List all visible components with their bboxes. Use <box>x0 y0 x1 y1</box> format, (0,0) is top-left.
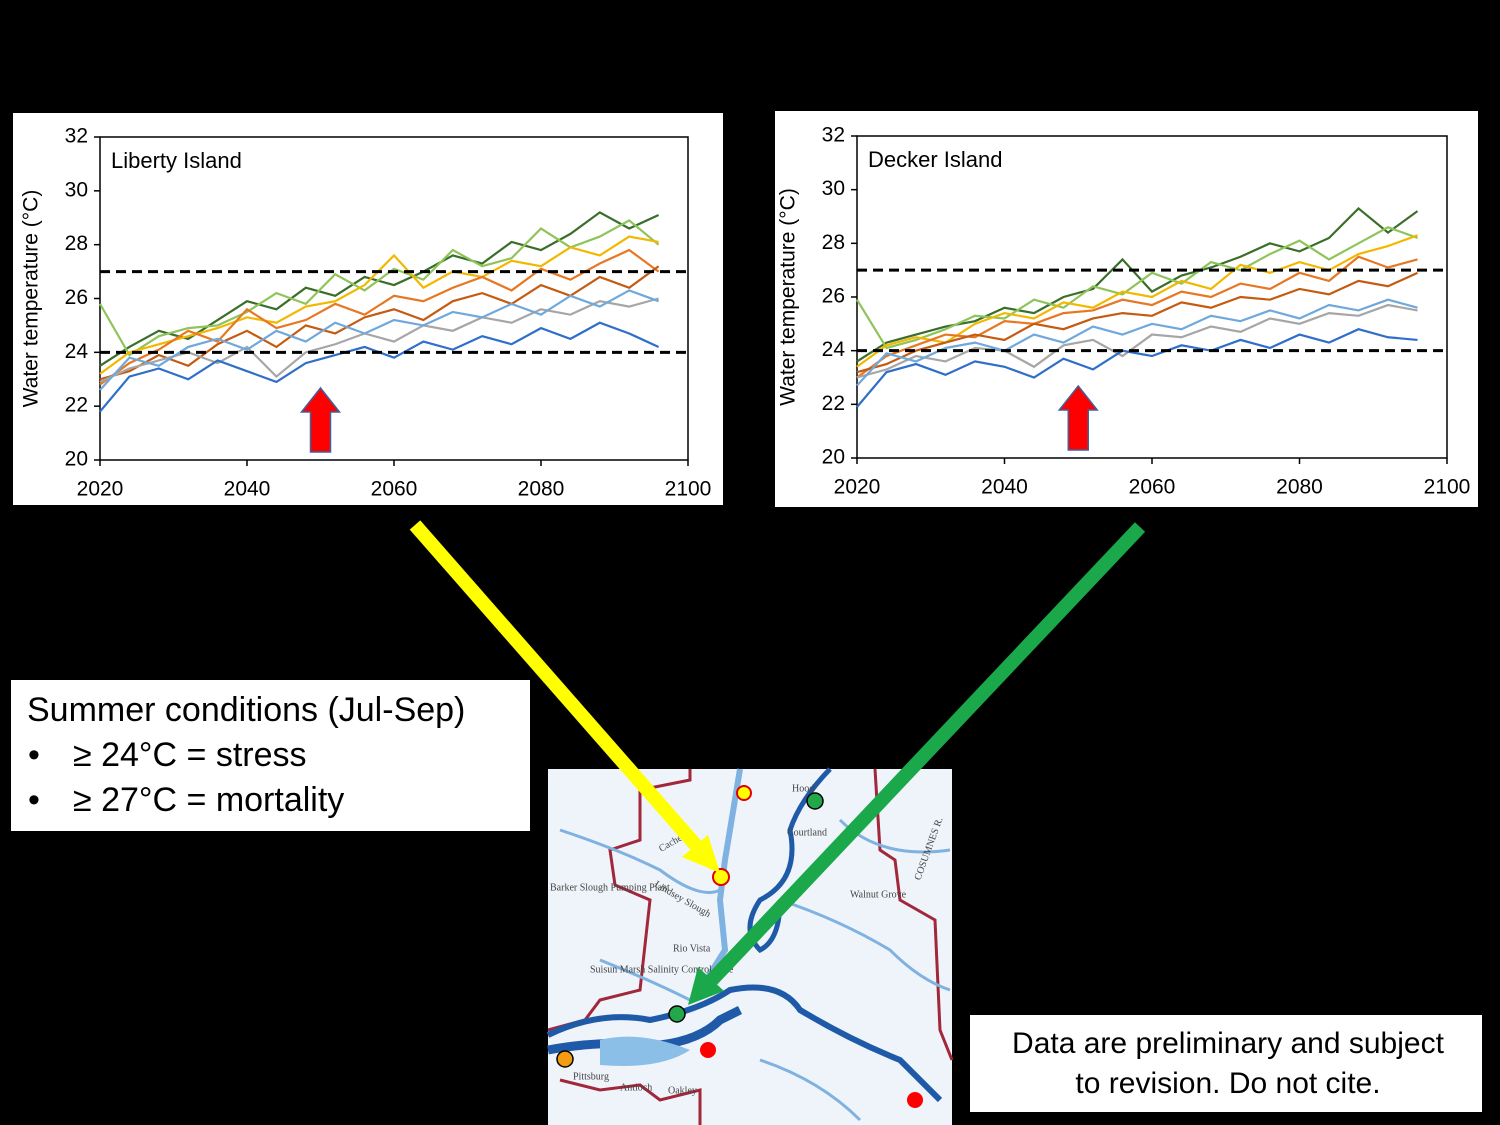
water <box>600 1036 690 1066</box>
site-marker <box>668 1005 686 1023</box>
pointer-arrow <box>704 522 1146 987</box>
x-tick-label: 2100 <box>1424 476 1471 499</box>
boundary <box>547 769 692 1032</box>
arrowhead <box>688 967 724 1005</box>
site-marker <box>907 1092 923 1108</box>
y-tick-label: 28 <box>822 231 845 254</box>
notes-box <box>11 680 530 831</box>
series-line <box>856 255 1418 379</box>
year-arrow <box>299 386 342 453</box>
x-tick-label: 2100 <box>665 478 712 501</box>
series-line <box>99 265 660 381</box>
bullet-dot: • <box>28 736 40 774</box>
site-marker <box>806 792 824 810</box>
map-label: Oakley <box>668 1085 697 1096</box>
x-tick-label: 2040 <box>981 476 1028 499</box>
y-tick-label: 30 <box>65 178 88 201</box>
map-label: Pittsburg <box>573 1071 609 1082</box>
x-tick-label: 2080 <box>518 478 565 501</box>
series-line <box>99 248 660 386</box>
series-line <box>99 289 659 391</box>
x-tick-label: 2020 <box>77 478 124 501</box>
site-marker <box>556 1050 574 1068</box>
series-line <box>856 226 1418 350</box>
x-tick-label: 2020 <box>834 476 881 499</box>
x-tick-label: 2060 <box>1129 476 1176 499</box>
river <box>697 768 743 992</box>
series-line <box>856 271 1418 374</box>
series-line <box>856 298 1418 387</box>
x-tick-label: 2080 <box>1276 476 1323 499</box>
river <box>747 767 832 954</box>
y-tick-label: 20 <box>65 448 88 471</box>
disclaimer: Data are preliminary and subject <box>1012 1027 1445 1060</box>
map: Hood Courtland Walnut Grove Rio Vista Li… <box>546 767 954 1125</box>
map-label: Hood <box>792 783 814 794</box>
y-tick-label: 32 <box>65 125 88 148</box>
y-tick-label: 26 <box>65 286 88 309</box>
plot-frame <box>856 135 1448 459</box>
map-label: Suisun Marsh Salinity Control Gate <box>590 964 734 975</box>
y-tick-label: 26 <box>822 285 845 308</box>
notes-heading: Summer conditions (Jul-Sep) <box>27 691 465 729</box>
y-tick-label: 24 <box>65 340 89 363</box>
pointer-arrow <box>409 520 706 855</box>
map-label: Rio Vista <box>673 943 711 954</box>
series-line <box>856 328 1418 408</box>
boundary <box>559 1078 702 1125</box>
y-tick-label: 28 <box>65 232 88 255</box>
year-arrow <box>1057 384 1099 451</box>
bullet: ≥ 24°C = stress <box>73 736 307 774</box>
map-label: Walnut Grove <box>850 889 907 900</box>
chart-panel <box>13 113 723 505</box>
bullet: ≥ 27°C = mortality <box>73 781 344 819</box>
bullet-dot: • <box>28 781 40 819</box>
disclaimer: to revision. Do not cite. <box>1075 1067 1380 1100</box>
chart-title: Decker Island <box>868 147 1003 172</box>
arrowhead <box>682 835 720 873</box>
site-marker <box>700 1042 716 1058</box>
map-label: Courtland <box>787 827 827 838</box>
map-label: Barker Slough Pumping Plant <box>550 882 670 893</box>
y-tick-label: 20 <box>822 446 845 469</box>
y-tick-label: 30 <box>822 177 845 200</box>
y-tick-label: 22 <box>65 394 88 417</box>
x-tick-label: 2040 <box>224 478 271 501</box>
y-axis-label: Water temperature (°C) <box>777 188 800 406</box>
y-axis-label: Water temperature (°C) <box>20 190 43 408</box>
boundary <box>873 768 954 1061</box>
y-tick-label: 22 <box>822 392 845 415</box>
channel <box>559 818 951 1122</box>
y-tick-label: 24 <box>822 338 846 361</box>
series-line <box>99 297 659 383</box>
x-tick-label: 2060 <box>371 478 418 501</box>
plot-frame <box>99 136 689 461</box>
river <box>546 984 943 1103</box>
chart-title: Liberty Island <box>111 148 242 173</box>
site-marker <box>736 785 752 801</box>
series-line <box>856 206 1419 363</box>
series-line <box>99 219 660 357</box>
series-line <box>856 303 1418 379</box>
y-tick-label: 32 <box>822 124 845 147</box>
site-marker <box>712 868 730 886</box>
map-label: Antioch <box>620 1082 652 1093</box>
disclaimer-box <box>970 1015 1482 1112</box>
